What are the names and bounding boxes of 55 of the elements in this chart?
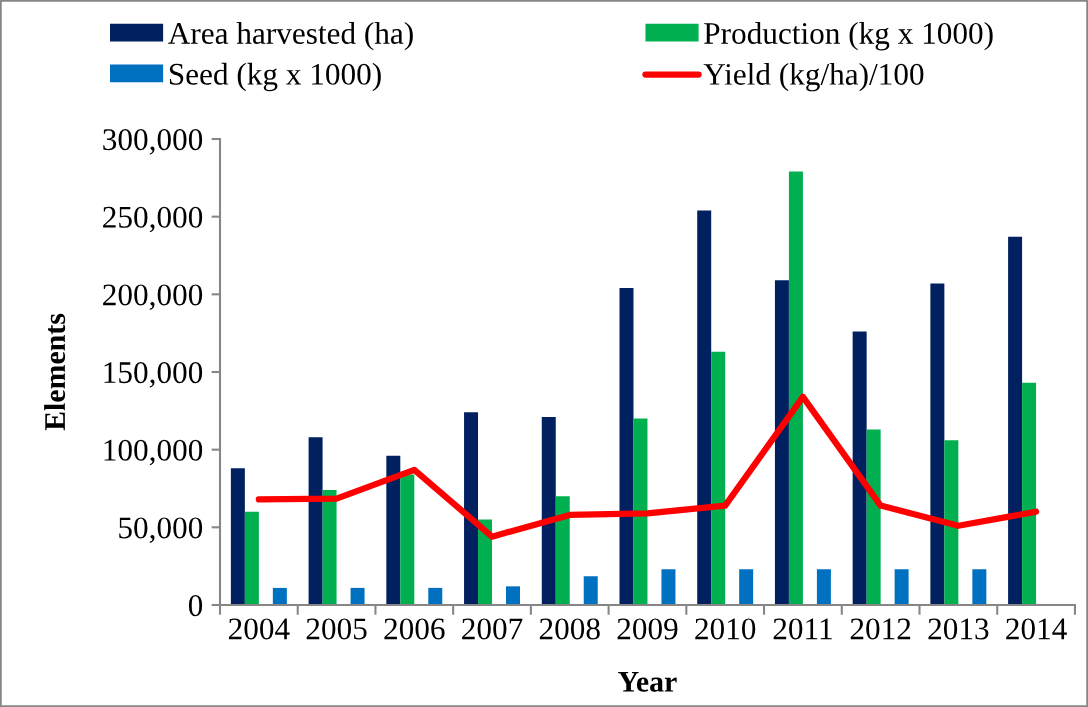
bar	[272, 587, 287, 605]
y-tick-label: 200,000	[103, 284, 203, 310]
bar	[1008, 236, 1023, 605]
bar	[1022, 382, 1037, 605]
y-tick-label: 300,000	[103, 129, 203, 155]
x-tick-label: 2004	[228, 618, 290, 640]
legend-label: Production (kg x 1000)	[704, 22, 993, 51]
y-tick-label: 100,000	[104, 439, 203, 466]
bar	[555, 496, 570, 605]
legend-label: Seed (kg x 1000)	[169, 62, 381, 92]
bar	[464, 412, 479, 605]
bar	[400, 474, 415, 605]
x-tick-label: 2012	[850, 618, 911, 640]
y-axis-title: Elements	[44, 313, 66, 431]
bar	[972, 569, 987, 605]
x-tick-label: 2009	[617, 618, 678, 640]
bar	[697, 210, 712, 605]
y-tick-label: 250,000	[103, 206, 203, 233]
x-tick-label: 2008	[539, 618, 600, 640]
bar	[583, 576, 598, 605]
x-tick-label: 2006	[384, 618, 445, 640]
x-tick-label: 2014	[1006, 618, 1067, 640]
bar	[711, 351, 726, 605]
bar	[244, 511, 259, 605]
bar	[633, 418, 648, 605]
bar	[788, 171, 803, 605]
x-axis-title: Year	[618, 671, 677, 692]
bar	[739, 569, 754, 605]
y-tick-label: 150,000	[104, 362, 203, 388]
bar	[230, 468, 245, 605]
bar	[350, 587, 365, 605]
x-tick-label: 2010	[695, 618, 756, 640]
bar	[866, 429, 881, 605]
bar	[428, 587, 443, 605]
bar	[930, 283, 945, 605]
bar	[506, 586, 520, 605]
bar	[944, 440, 959, 605]
x-tick-label: 2011	[773, 618, 832, 640]
bar	[322, 490, 337, 605]
y-tick-label: 50,000	[119, 517, 203, 543]
bar	[852, 331, 867, 605]
legend-label: Area harvested (ha)	[168, 22, 413, 51]
bar	[386, 455, 401, 605]
x-tick-label: 2005	[306, 618, 367, 640]
bar	[894, 569, 909, 605]
bar	[774, 280, 789, 605]
x-tick-label: 2013	[928, 618, 989, 640]
legend-label: Yield (kg/ha)/100	[703, 62, 924, 92]
bar	[541, 417, 556, 605]
bar	[619, 288, 634, 605]
bar	[816, 569, 831, 605]
bar	[308, 437, 323, 605]
x-tick-label: 2007	[462, 618, 523, 640]
y-tick-label: 0	[188, 595, 203, 617]
bar	[661, 569, 676, 605]
